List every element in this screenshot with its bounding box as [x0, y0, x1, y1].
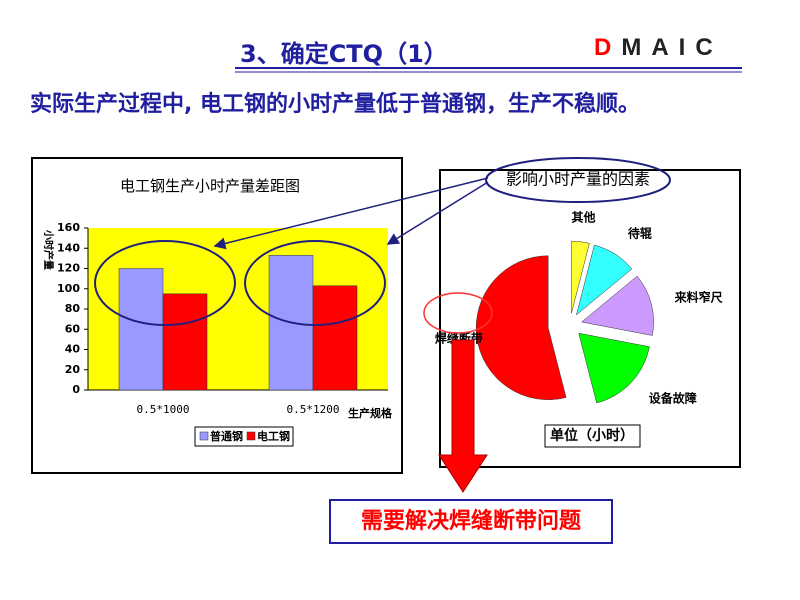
unit-box [544, 424, 641, 448]
conclusion: 需要解决焊缝断带问题 [361, 508, 582, 534]
pie-label: 待辊 [628, 225, 652, 240]
y-tick-label: 80 [65, 302, 81, 315]
slide-subtitle: 实际生产过程中, 电工钢的小时产量低于普通钢，生产不稳顺。 [30, 92, 641, 117]
pie-slice [581, 275, 654, 336]
title-ellipse [485, 157, 671, 203]
logo: DMAIC [594, 34, 723, 61]
y-tick-label: 100 [57, 282, 80, 295]
y-tick-label: 40 [65, 343, 81, 356]
pie-label: 来料窄尺 [674, 290, 723, 305]
chart-title: 电工钢生产小时产量差距图 [120, 177, 300, 195]
y-tick-label: 140 [57, 241, 80, 254]
x-axis-label: 生产规格 [348, 406, 393, 420]
pie-slice [571, 240, 590, 314]
highlight-ellipse [94, 240, 236, 326]
bar [162, 293, 208, 391]
unit-label: 单位（小时） [550, 427, 634, 444]
y-tick-label: 160 [57, 221, 80, 234]
conclusion-box [329, 499, 613, 544]
legend-label: 电工钢 [257, 429, 290, 443]
bar [312, 285, 358, 391]
x-tick-label: 0.5*1000 [137, 403, 190, 416]
y-tick-label: 120 [57, 262, 80, 275]
pie-label: 其他 [572, 209, 596, 224]
pie-slice [575, 244, 633, 316]
pie-label: 设备故障 [649, 390, 697, 405]
legend-box [194, 426, 294, 447]
bar-chart: 电工钢生产小时产量差距图 0 20 40 60 80 100 120 140 160小时产量生产规… [42, 177, 393, 447]
legend-swatch [199, 431, 209, 441]
legend-swatch [246, 431, 256, 441]
highlight-ellipse [244, 240, 386, 326]
down-arrow [438, 339, 488, 493]
arrow [213, 177, 489, 250]
legend-label: 普通钢 [210, 429, 243, 443]
chart-title: 影响小时产量的因素 [506, 170, 650, 189]
y-axis-label: 小时产量 [42, 229, 55, 270]
focus-ellipse [423, 292, 493, 334]
bar [118, 268, 164, 391]
slide-title: 3、确定CTQ（1） [240, 40, 448, 68]
x-tick-label: 0.5*1200 [287, 403, 340, 416]
y-tick-label: 0 [72, 383, 80, 396]
y-tick-label: 60 [65, 322, 81, 335]
pie-slice [475, 255, 567, 400]
y-tick-label: 20 [65, 363, 81, 376]
pie-slice [578, 332, 650, 404]
arrow [386, 181, 489, 245]
